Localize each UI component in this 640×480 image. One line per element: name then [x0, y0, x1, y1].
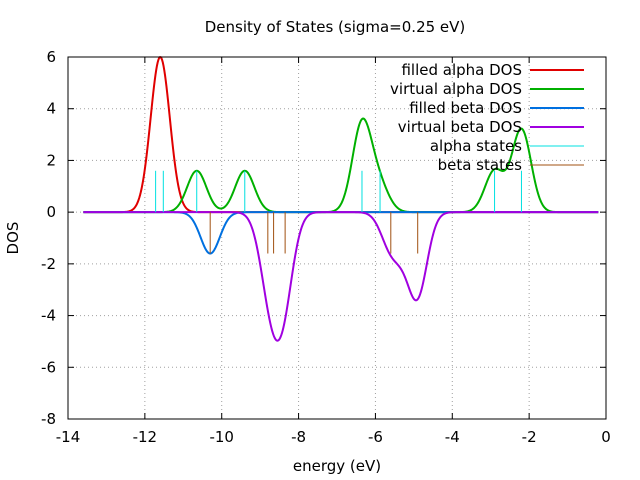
y-axis-label: DOS	[4, 222, 22, 255]
x-axis-label: energy (eV)	[293, 457, 381, 475]
legend-label-filled-beta-dos: filled beta DOS	[409, 99, 522, 117]
legend-label-alpha-states: alpha states	[430, 137, 522, 155]
y-tick-label: -4	[41, 307, 56, 325]
x-tick-label: -2	[522, 428, 537, 446]
legend-label-filled-alpha-dos: filled alpha DOS	[401, 61, 522, 79]
x-tick-label: 0	[601, 428, 611, 446]
filled-beta-dos-line	[83, 211, 599, 255]
y-tick-label: 4	[46, 100, 56, 118]
y-tick-label: 2	[46, 151, 56, 169]
grid-lines	[68, 57, 606, 419]
x-tick-label: -6	[368, 428, 383, 446]
y-tick-label: -2	[41, 255, 56, 273]
legend-label-beta-states: beta states	[438, 156, 523, 174]
x-tick-label: -14	[56, 428, 81, 446]
y-tick-label: 6	[46, 48, 56, 66]
x-tick-label: -12	[133, 428, 158, 446]
virtual-beta-dos-line	[83, 211, 599, 342]
plot-frame	[67, 56, 607, 420]
plot-area	[83, 56, 599, 342]
y-tick-label: 0	[46, 203, 56, 221]
chart-title: Density of States (sigma=0.25 eV)	[205, 18, 466, 36]
x-tick-label: -10	[209, 428, 234, 446]
legend-label-virtual-beta-dos: virtual beta DOS	[398, 118, 522, 136]
legend-label-virtual-alpha-dos: virtual alpha DOS	[390, 80, 522, 98]
x-tick-label: -4	[445, 428, 460, 446]
y-tick-label: -8	[41, 410, 56, 428]
y-tick-label: -6	[41, 358, 56, 376]
axis-ticks: -14 -12 -10 -8 -6 -4 -2 0 -8 -6 -4 -2 0 2 4 6	[41, 48, 611, 446]
x-tick-label: -8	[291, 428, 306, 446]
